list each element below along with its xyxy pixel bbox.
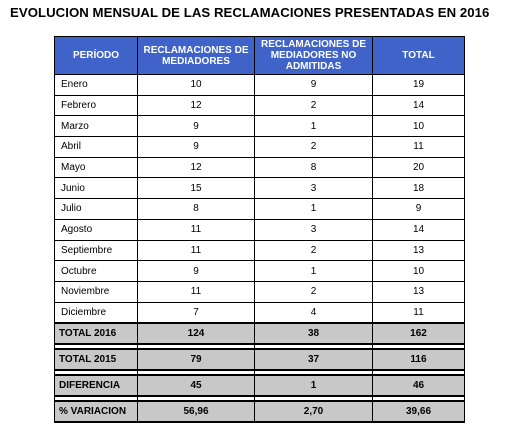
table-row: Septiembre 11 2 13 — [54, 239, 465, 262]
cell-total: 39,66 — [372, 400, 465, 424]
cell-period: Julio — [54, 198, 138, 220]
table-row: Marzo 9 1 10 — [54, 115, 465, 138]
summary-row-total-2015: TOTAL 2015 79 37 116 — [54, 348, 465, 372]
cell-mediators: 9 — [137, 115, 255, 138]
cell-not-admitted: 1 — [254, 115, 373, 138]
cell-total: 9 — [372, 198, 465, 220]
cell-total: 13 — [372, 239, 465, 262]
header-period: PERÍODO — [54, 36, 138, 75]
cell-not-admitted: 2 — [254, 94, 373, 117]
table-row: Junio 15 3 18 — [54, 177, 465, 200]
cell-total: 162 — [372, 322, 465, 346]
summary-row-variation: % VARIACION 56,96 2,70 39,66 — [54, 400, 465, 424]
cell-mediators: 11 — [137, 280, 255, 303]
cell-total: 20 — [372, 156, 465, 179]
cell-mediators: 11 — [137, 218, 255, 241]
cell-period: TOTAL 2015 — [54, 348, 138, 372]
cell-total: 14 — [372, 94, 465, 117]
cell-total: 10 — [372, 260, 465, 282]
cell-mediators: 45 — [137, 374, 255, 398]
cell-total: 116 — [372, 348, 465, 372]
cell-not-admitted: 2 — [254, 280, 373, 303]
cell-mediators: 56,96 — [137, 400, 255, 424]
cell-total: 11 — [372, 136, 465, 158]
table-header-row: PERÍODO RECLAMACIONES DE MEDIADORES RECL… — [54, 36, 465, 75]
cell-total: 10 — [372, 115, 465, 138]
summary-row-total-2016: TOTAL 2016 124 38 162 — [54, 322, 465, 346]
cell-not-admitted: 3 — [254, 218, 373, 241]
table-row: Octubre 9 1 10 — [54, 260, 465, 282]
cell-not-admitted: 9 — [254, 74, 373, 96]
cell-total: 18 — [372, 177, 465, 200]
cell-period: Septiembre — [54, 239, 138, 262]
cell-period: Enero — [54, 74, 138, 96]
table-row: Febrero 12 2 14 — [54, 94, 465, 117]
table-row: Abril 9 2 11 — [54, 136, 465, 158]
summary-row-difference: DIFERENCIA 45 1 46 — [54, 374, 465, 398]
cell-mediators: 9 — [137, 136, 255, 158]
cell-period: Mayo — [54, 156, 138, 179]
cell-not-admitted: 1 — [254, 374, 373, 398]
table-row: Noviembre 11 2 13 — [54, 280, 465, 303]
table-row: Diciembre 7 4 11 — [54, 301, 465, 324]
cell-period: Junio — [54, 177, 138, 200]
cell-period: Abril — [54, 136, 138, 158]
cell-mediators: 10 — [137, 74, 255, 96]
cell-mediators: 9 — [137, 260, 255, 282]
table-row: Mayo 12 8 20 — [54, 156, 465, 179]
cell-period: DIFERENCIA — [54, 374, 138, 398]
cell-mediators: 15 — [137, 177, 255, 200]
cell-total: 13 — [372, 280, 465, 303]
header-total: TOTAL — [372, 36, 465, 75]
cell-period: Octubre — [54, 260, 138, 282]
page-title: EVOLUCION MENSUAL DE LAS RECLAMACIONES P… — [10, 5, 490, 20]
cell-period: TOTAL 2016 — [54, 322, 138, 346]
cell-not-admitted: 2 — [254, 239, 373, 262]
header-not-admitted: RECLAMACIONES DE MEDIADORES NO ADMITIDAS — [254, 36, 373, 75]
table-row: Agosto 11 3 14 — [54, 218, 465, 241]
cell-period: Febrero — [54, 94, 138, 117]
cell-period: Noviembre — [54, 280, 138, 303]
cell-period: Agosto — [54, 218, 138, 241]
cell-total: 19 — [372, 74, 465, 96]
cell-total: 46 — [372, 374, 465, 398]
cell-total: 11 — [372, 301, 465, 324]
table-row: Julio 8 1 9 — [54, 198, 465, 220]
cell-not-admitted: 8 — [254, 156, 373, 179]
cell-mediators: 11 — [137, 239, 255, 262]
cell-not-admitted: 2 — [254, 136, 373, 158]
header-mediators: RECLAMACIONES DE MEDIADORES — [137, 36, 255, 75]
cell-mediators: 12 — [137, 94, 255, 117]
cell-period: Diciembre — [54, 301, 138, 324]
cell-not-admitted: 38 — [254, 322, 373, 346]
cell-mediators: 124 — [137, 322, 255, 346]
cell-period: % VARIACION — [54, 400, 138, 424]
cell-mediators: 12 — [137, 156, 255, 179]
cell-not-admitted: 37 — [254, 348, 373, 372]
cell-not-admitted: 2,70 — [254, 400, 373, 424]
table-row: Enero 10 9 19 — [54, 74, 465, 96]
cell-not-admitted: 1 — [254, 198, 373, 220]
cell-mediators: 79 — [137, 348, 255, 372]
cell-not-admitted: 3 — [254, 177, 373, 200]
cell-mediators: 7 — [137, 301, 255, 324]
cell-period: Marzo — [54, 115, 138, 138]
cell-not-admitted: 4 — [254, 301, 373, 324]
claims-table: PERÍODO RECLAMACIONES DE MEDIADORES RECL… — [54, 36, 465, 424]
cell-total: 14 — [372, 218, 465, 241]
cell-mediators: 8 — [137, 198, 255, 220]
cell-not-admitted: 1 — [254, 260, 373, 282]
